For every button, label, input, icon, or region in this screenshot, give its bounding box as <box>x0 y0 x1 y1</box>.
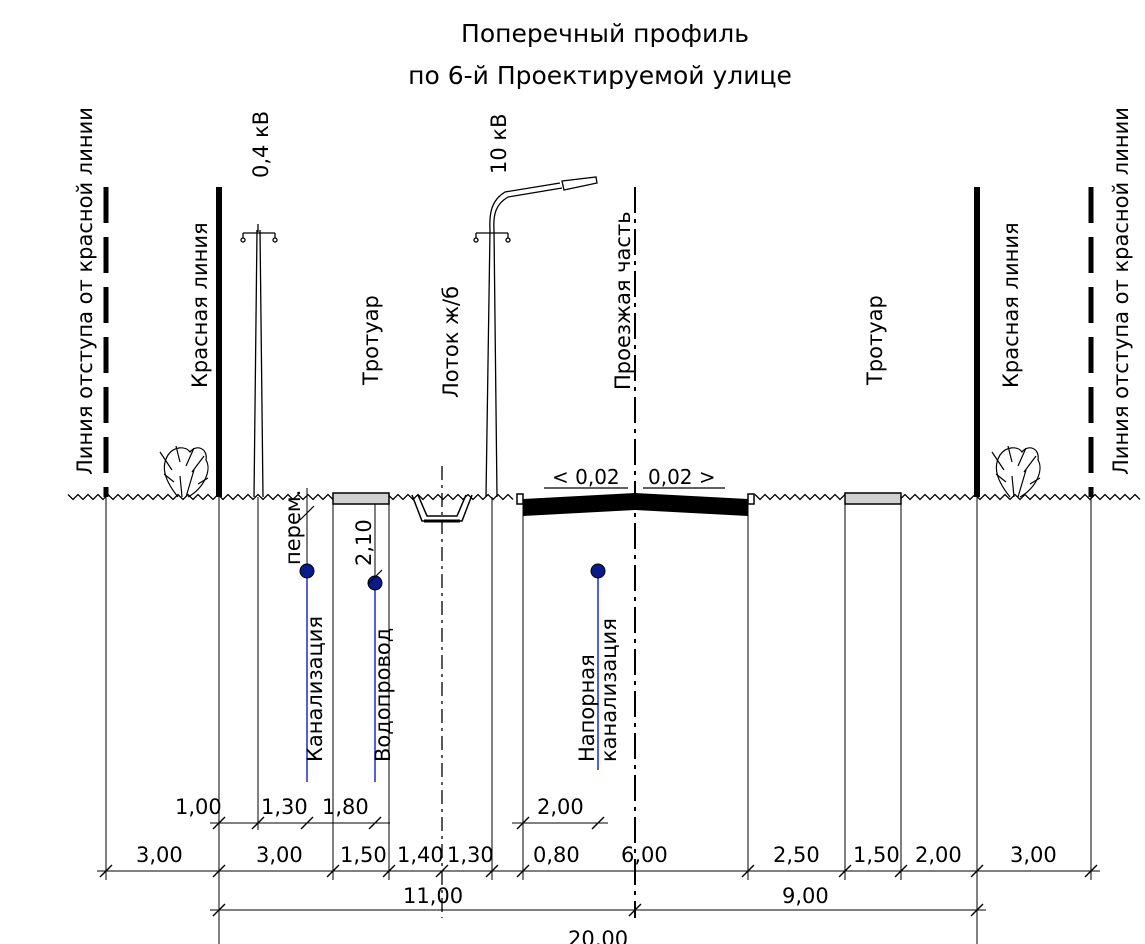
extension-lines <box>105 497 1092 944</box>
label-sidewalk-right: Тротуар <box>863 295 887 386</box>
label-voltage-10: 10 кВ <box>487 114 511 175</box>
sewer-pipe <box>299 488 315 782</box>
slope-right: 0,02 > <box>648 465 716 489</box>
tick-mark <box>299 505 315 521</box>
label-sewer: Канализация <box>303 616 327 762</box>
label-setback-right: Линия отступа от красной линии <box>1109 107 1133 475</box>
dim-value: 1,30 <box>261 795 308 819</box>
label-pressure-sewer-2: канализация <box>597 618 621 762</box>
ground-line-left <box>67 493 514 501</box>
dim-value: 9,00 <box>782 884 829 908</box>
curb-left <box>516 493 524 505</box>
dim-value: 0,80 <box>533 843 580 867</box>
dimension-ticks <box>99 816 1098 917</box>
label-gutter: Лоток ж/б <box>439 286 463 398</box>
label-pressure-sewer-1: Напорная <box>575 654 599 762</box>
label-water: Водопровод <box>371 628 395 762</box>
dim-value: 2,00 <box>915 843 962 867</box>
label-sidewalk-left: Тротуар <box>359 295 383 386</box>
dim-value: 2,00 <box>537 795 584 819</box>
label-setback-left: Линия отступа от красной линии <box>73 107 97 475</box>
dim-value: 1,40 <box>397 843 444 867</box>
shrub-icon <box>159 445 209 498</box>
shrub-icon <box>991 445 1041 498</box>
label-red-line-right: Красная линия <box>999 222 1023 388</box>
dim-value: 2,50 <box>773 843 820 867</box>
label-voltage-04: 0,4 кВ <box>249 111 273 178</box>
dim-value: 1,50 <box>340 843 387 867</box>
dim-value: 3,00 <box>136 843 183 867</box>
dim-value: 20,00 <box>568 927 628 944</box>
tick-mark <box>367 569 383 585</box>
pressure-sewer-pipe <box>590 563 606 770</box>
dimension-lines <box>97 822 1100 911</box>
sidewalk-slab-right <box>844 492 902 505</box>
title-line-1: Поперечный профиль <box>461 19 749 48</box>
water-pipe <box>367 504 383 782</box>
power-pole-04kv-icon <box>240 224 278 498</box>
label-red-line-left: Красная линия <box>188 222 212 388</box>
label-water-depth: 2,10 <box>352 519 376 566</box>
sidewalk-slab-left <box>332 492 390 505</box>
dim-value: 11,00 <box>403 884 463 908</box>
dim-value: 3,00 <box>1010 843 1057 867</box>
roadway-pavement <box>523 493 748 516</box>
dim-value: 1,30 <box>447 843 494 867</box>
curb-right <box>747 493 755 505</box>
dim-value: 6,00 <box>621 843 668 867</box>
dim-value: 1,50 <box>853 843 900 867</box>
label-roadway: Проезжая часть <box>611 211 635 390</box>
ground-line-right <box>754 493 1141 501</box>
street-lamp-pole-icon <box>473 176 598 498</box>
slope-left: < 0,02 <box>552 465 620 489</box>
dim-value: 1,00 <box>175 795 222 819</box>
dim-value: 1,80 <box>322 795 369 819</box>
dim-value: 3,00 <box>256 843 303 867</box>
title-line-2: по 6-й Проектируемой улице <box>408 61 792 90</box>
label-variable-depth: перем. <box>281 490 305 565</box>
